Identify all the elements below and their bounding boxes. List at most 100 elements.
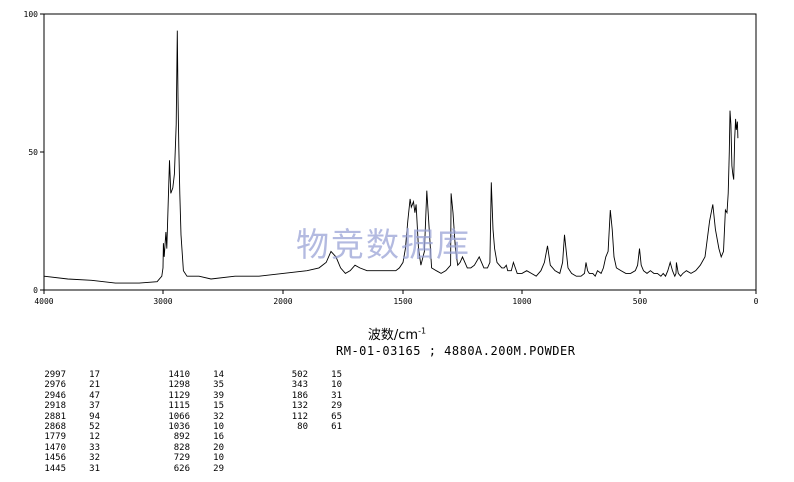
- peak-table-row: 1410 14: [164, 370, 224, 380]
- y-tick-label: 50: [28, 148, 38, 157]
- peak-table-row: 1456 32: [40, 453, 100, 463]
- peak-table-row: 1129 39: [164, 391, 224, 401]
- peak-intensity: 61: [331, 422, 342, 433]
- peak-table-row: 828 20: [164, 443, 224, 453]
- sample-caption: RM-01-03165 ; 4880A.200M.POWDER: [336, 344, 576, 358]
- peak-wavenumber: 1036: [168, 422, 190, 433]
- peak-intensity: 33: [89, 442, 100, 453]
- peak-intensity: 29: [213, 463, 224, 474]
- peak-wavenumber: 1129: [168, 390, 190, 401]
- peak-intensity: 16: [213, 432, 224, 443]
- peak-table-column-3: 502 15 343 10 186 31 132 29 112 65 80 61: [282, 370, 342, 432]
- peak-table-row: 1779 12: [40, 432, 100, 442]
- watermark: 物竞数据库: [296, 225, 471, 264]
- peak-intensity: 20: [213, 442, 224, 453]
- peak-wavenumber: 186: [291, 390, 308, 401]
- peak-wavenumber: 343: [291, 380, 308, 391]
- peak-intensity: 21: [89, 380, 100, 391]
- peak-table-row: 1470 33: [40, 443, 100, 453]
- peak-wavenumber: 1779: [44, 432, 66, 443]
- peak-table-row: 2997 17: [40, 370, 100, 380]
- peak-intensity: 94: [89, 411, 100, 422]
- x-axis-ticks: 4000 3000 2000 1500 1000 500 0: [34, 290, 759, 306]
- x-tick-label: 1500: [393, 297, 412, 306]
- peak-table-row: 2918 37: [40, 401, 100, 411]
- peak-table-row: 112 65: [282, 412, 342, 422]
- peak-table-row: 2976 21: [40, 380, 100, 390]
- peak-wavenumber: 729: [173, 453, 190, 464]
- peak-intensity: 32: [89, 453, 100, 464]
- peak-intensity: 14: [213, 370, 224, 380]
- peak-table-row: 1445 31: [40, 464, 100, 474]
- x-tick-label: 4000: [34, 297, 53, 306]
- peak-wavenumber: 1298: [168, 380, 190, 391]
- peak-intensity: 52: [89, 422, 100, 433]
- peak-wavenumber: 80: [297, 422, 308, 433]
- x-tick-label: 1000: [512, 297, 531, 306]
- peak-table-row: 626 29: [164, 464, 224, 474]
- peak-table-row: 80 61: [282, 422, 342, 432]
- peak-wavenumber: 2868: [44, 422, 66, 433]
- x-axis-title-text: 波数/cm: [367, 328, 419, 343]
- peak-table-row: 892 16: [164, 432, 224, 442]
- peak-table-column-2: 1410 14 1298 35 1129 39 1115 15 1066 32 1036 10 892 1…: [164, 370, 224, 474]
- peak-wavenumber: 2976: [44, 380, 66, 391]
- peak-wavenumber: 1456: [44, 453, 66, 464]
- peak-wavenumber: 1115: [168, 401, 190, 412]
- spectrum-series-line: [43, 30, 739, 284]
- peak-wavenumber: 1470: [44, 442, 66, 453]
- x-axis-title-superscript: -1: [418, 326, 427, 336]
- peak-table-row: 2868 52: [40, 422, 100, 432]
- peak-intensity: 10: [213, 422, 224, 433]
- peak-intensity: 65: [331, 411, 342, 422]
- peak-wavenumber: 502: [291, 370, 308, 380]
- peak-table-row: 1066 32: [164, 412, 224, 422]
- peak-intensity: 47: [89, 390, 100, 401]
- peak-wavenumber: 1445: [44, 463, 66, 474]
- peak-intensity: 31: [331, 390, 342, 401]
- peak-intensity: 39: [213, 390, 224, 401]
- peak-table-row: 729 10: [164, 453, 224, 463]
- x-tick-label: 2000: [273, 297, 292, 306]
- peak-intensity: 32: [213, 411, 224, 422]
- peak-table-row: 132 29: [282, 401, 342, 411]
- peak-intensity: 37: [89, 401, 100, 412]
- x-tick-label: 500: [633, 297, 648, 306]
- peak-table-row: 1298 35: [164, 380, 224, 390]
- peak-wavenumber: 112: [291, 411, 308, 422]
- peak-intensity: 10: [331, 380, 342, 391]
- y-tick-label: 0: [33, 286, 38, 295]
- peak-table-row: 1115 15: [164, 401, 224, 411]
- peak-intensity: 15: [213, 401, 224, 412]
- peak-table-row: 343 10: [282, 380, 342, 390]
- peak-intensity: 35: [213, 380, 224, 391]
- peak-table-row: 186 31: [282, 391, 342, 401]
- y-tick-label: 100: [24, 10, 39, 19]
- x-tick-label: 0: [754, 297, 759, 306]
- peak-wavenumber: 1410: [168, 370, 190, 380]
- peak-wavenumber: 2946: [44, 390, 66, 401]
- peak-intensity: 31: [89, 463, 100, 474]
- peak-wavenumber: 132: [291, 401, 308, 412]
- peak-wavenumber: 2881: [44, 411, 66, 422]
- peak-intensity: 12: [89, 432, 100, 443]
- peak-wavenumber: 626: [173, 463, 190, 474]
- peak-wavenumber: 2918: [44, 401, 66, 412]
- peak-intensity: 15: [331, 370, 342, 380]
- peak-intensity: 29: [331, 401, 342, 412]
- peak-intensity: 17: [89, 370, 100, 380]
- y-axis-ticks: 0 50 100: [24, 10, 44, 295]
- peak-table-row: 502 15: [282, 370, 342, 380]
- peak-wavenumber: 2997: [44, 370, 66, 380]
- x-axis-title: 波数/cm-1: [0, 324, 794, 343]
- peak-wavenumber: 1066: [168, 411, 190, 422]
- peak-wavenumber: 892: [173, 432, 190, 443]
- peak-wavenumber: 828: [173, 442, 190, 453]
- peak-table-row: 2946 47: [40, 391, 100, 401]
- peak-intensity: 10: [213, 453, 224, 464]
- peak-table-column-1: 2997 17 2976 21 2946 47 2918 37 2881 94 2868 52 1779…: [40, 370, 100, 474]
- peak-table-row: 2881 94: [40, 412, 100, 422]
- x-tick-label: 3000: [153, 297, 172, 306]
- spectrum-chart: 4000 3000 2000 1500 1000 500 0 0 50 100: [24, 10, 759, 306]
- peak-table-row: 1036 10: [164, 422, 224, 432]
